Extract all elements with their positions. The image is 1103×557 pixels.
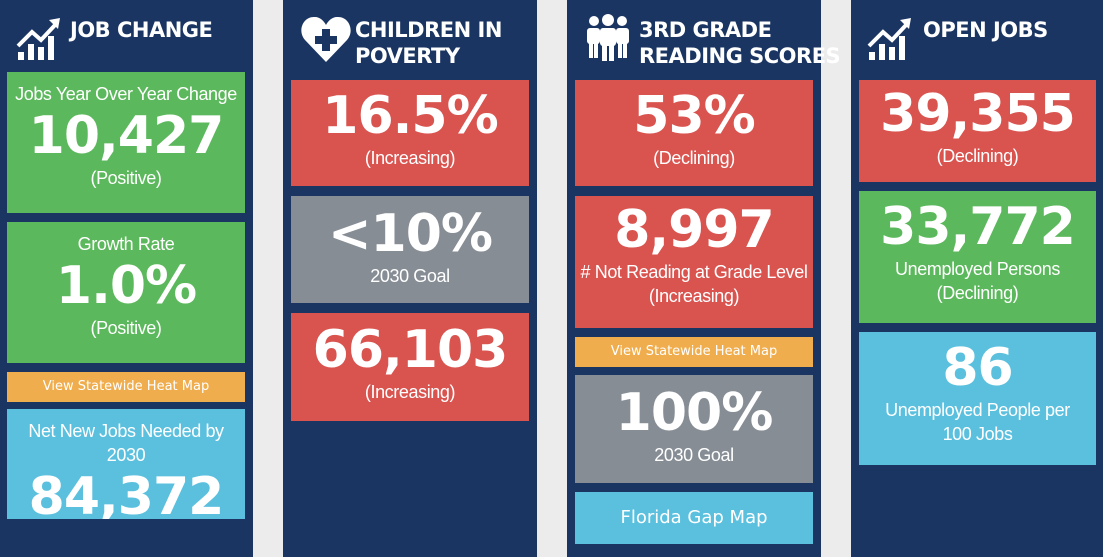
reading-title-line2: READING SCORES <box>639 44 841 68</box>
jobs-yoy-status: (Positive) <box>90 168 162 188</box>
net-new-jobs-value: 84,372 <box>28 467 225 519</box>
job-change-column: JOB CHANGE Jobs Year Over Year Change 10… <box>0 0 253 557</box>
net-new-jobs-label: Net New Jobs Needed by 2030 <box>28 421 224 465</box>
job-change-title: JOB CHANGE <box>70 18 213 42</box>
unemployed-ratio-label: Unemployed People per 100 Jobs <box>885 400 1070 444</box>
growth-rate-status: (Positive) <box>90 318 162 338</box>
poverty-goal-card: <10% 2030 Goal <box>291 196 529 303</box>
unemployed-label: Unemployed Persons <box>895 259 1060 279</box>
poverty-rate-value: 16.5% <box>322 86 498 146</box>
poverty-rate-status: (Increasing) <box>364 148 456 168</box>
growth-chart-icon <box>16 18 60 60</box>
people-group-icon <box>587 14 629 61</box>
reading-title-line1: 3RD GRADE <box>639 18 772 42</box>
jobs-yoy-value: 10,427 <box>28 106 225 166</box>
reading-score-status: (Declining) <box>653 148 735 168</box>
jobs-yoy-card: Jobs Year Over Year Change 10,427 (Posit… <box>7 72 245 213</box>
open-jobs-header: OPEN JOBS <box>851 0 1103 72</box>
children-poverty-title-line1: CHILDREN IN <box>355 18 502 42</box>
reading-score-card: 53% (Declining) <box>575 80 813 186</box>
unemployed-ratio-value: 86 <box>942 338 1013 398</box>
unemployed-card: 33,772 Unemployed Persons (Declining) <box>859 191 1096 323</box>
reading-scores-header: 3RD GRADE READING SCORES <box>567 0 841 72</box>
poverty-count-value: 66,103 <box>312 320 509 380</box>
open-jobs-status: (Declining) <box>936 146 1019 166</box>
unemployed-ratio-card: 86 Unemployed People per 100 Jobs <box>859 332 1096 465</box>
not-reading-status: (Increasing) <box>648 286 740 306</box>
growth-rate-label: Growth Rate <box>77 234 175 254</box>
job-change-header: JOB CHANGE <box>0 0 253 72</box>
reading-heat-map-button[interactable]: View Statewide Heat Map <box>575 337 813 367</box>
not-reading-label: # Not Reading at Grade Level <box>580 262 808 282</box>
reading-goal-card: 100% 2030 Goal <box>575 375 813 483</box>
children-poverty-title-line2: POVERTY <box>355 44 460 68</box>
open-jobs-value: 39,355 <box>880 84 1076 144</box>
poverty-rate-card: 16.5% (Increasing) <box>291 80 529 186</box>
poverty-count-status: (Increasing) <box>364 382 456 402</box>
net-new-jobs-card: Net New Jobs Needed by 2030 84,372 <box>7 409 245 519</box>
florida-gap-map-button[interactable]: Florida Gap Map <box>575 492 813 544</box>
unemployed-status: (Declining) <box>936 283 1019 303</box>
reading-goal-label: 2030 Goal <box>654 445 734 465</box>
reading-scores-column: 3RD GRADE READING SCORES 53% (Declining)… <box>567 0 841 557</box>
jobs-yoy-label: Jobs Year Over Year Change <box>15 84 237 104</box>
poverty-goal-label: 2030 Goal <box>370 266 450 286</box>
open-jobs-title: OPEN JOBS <box>923 18 1048 42</box>
heart-plus-icon <box>301 16 351 62</box>
growth-rate-card: Growth Rate 1.0% (Positive) <box>7 222 245 363</box>
growth-chart-icon <box>867 18 911 60</box>
open-jobs-card: 39,355 (Declining) <box>859 80 1096 182</box>
poverty-goal-value: <10% <box>327 204 493 264</box>
unemployed-value: 33,772 <box>880 197 1076 257</box>
not-reading-card: 8,997 # Not Reading at Grade Level (Incr… <box>575 196 813 328</box>
children-poverty-header: CHILDREN IN POVERTY <box>283 0 537 72</box>
children-poverty-column: CHILDREN IN POVERTY 16.5% (Increasing) <… <box>283 0 537 557</box>
not-reading-value: 8,997 <box>614 200 774 260</box>
poverty-count-card: 66,103 (Increasing) <box>291 313 529 421</box>
reading-goal-value: 100% <box>615 383 774 443</box>
reading-score-value: 53% <box>633 86 755 146</box>
view-heat-map-button[interactable]: View Statewide Heat Map <box>7 372 245 402</box>
growth-rate-value: 1.0% <box>55 256 197 316</box>
open-jobs-column: OPEN JOBS 39,355 (Declining) 33,772 Unem… <box>851 0 1103 557</box>
